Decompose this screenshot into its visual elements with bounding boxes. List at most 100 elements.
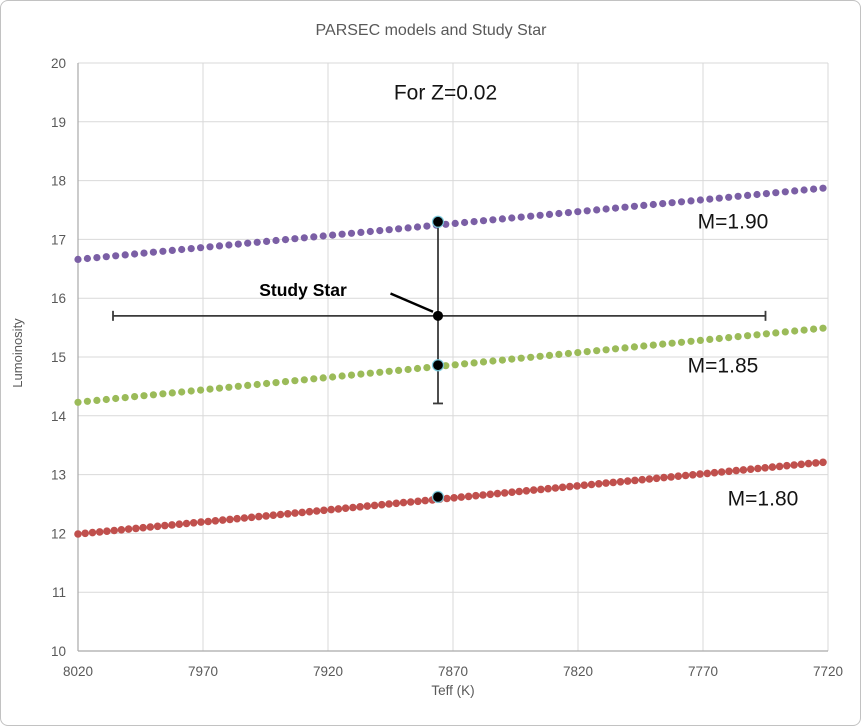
- series-dot: [659, 200, 667, 208]
- series-dot: [564, 349, 573, 358]
- y-tick-label-13: 13: [51, 468, 66, 483]
- y-tick-label-20: 20: [51, 56, 66, 71]
- series-dot: [206, 385, 214, 393]
- series-dot: [149, 391, 157, 399]
- series-dot: [168, 246, 176, 254]
- series-dot: [341, 504, 350, 512]
- series-dot: [262, 512, 270, 520]
- series-dot: [413, 364, 422, 373]
- series-dot: [244, 381, 252, 389]
- series-dot: [667, 473, 675, 481]
- series-dot: [810, 325, 818, 333]
- series-dot: [117, 526, 126, 534]
- y-tick-label-10: 10: [51, 644, 66, 659]
- series-dot: [659, 340, 667, 348]
- series-dot: [640, 342, 648, 350]
- series-dot: [450, 494, 458, 502]
- study-star-point: [433, 310, 443, 321]
- series-dot: [74, 398, 82, 406]
- series-dot: [791, 327, 799, 335]
- series-dot: [392, 499, 401, 508]
- series-dot: [574, 349, 582, 357]
- y-tick-label-19: 19: [51, 115, 66, 130]
- series-dot: [404, 365, 412, 374]
- series-dot: [395, 366, 403, 374]
- series-dot: [754, 464, 762, 473]
- series-dot: [498, 356, 506, 364]
- series-dot: [139, 523, 147, 532]
- series-dot: [247, 513, 256, 522]
- series-dot: [583, 207, 591, 215]
- series-dot: [74, 530, 82, 538]
- series-dot: [385, 367, 393, 375]
- series-dot: [263, 379, 271, 388]
- series-dot: [734, 192, 742, 200]
- series-label-m-1-85: M=1.85: [688, 355, 759, 378]
- series-dot: [334, 505, 343, 513]
- series-dot: [153, 522, 162, 531]
- series-dot: [370, 501, 379, 510]
- series-dot: [781, 328, 789, 336]
- series-dot: [744, 332, 752, 340]
- series-dot: [790, 461, 798, 469]
- series-dot: [500, 489, 509, 497]
- series-dot: [132, 524, 140, 533]
- series-dot: [515, 487, 523, 496]
- y-tick-label-15: 15: [51, 350, 66, 365]
- series-dot: [298, 508, 307, 517]
- series-dot: [281, 378, 290, 386]
- series-dot: [746, 465, 755, 474]
- series-m-1-85: [74, 324, 827, 406]
- series-dot: [443, 494, 451, 503]
- series-dot: [640, 201, 648, 209]
- series-dot: [706, 335, 714, 343]
- series-dot: [206, 243, 214, 251]
- series-dot: [414, 497, 422, 506]
- series-dot: [587, 480, 596, 489]
- series-dot: [178, 245, 186, 254]
- series-dot: [284, 510, 292, 518]
- series-dot: [508, 488, 516, 497]
- series-dot: [734, 333, 742, 341]
- series-dot: [527, 212, 535, 220]
- series-dot: [593, 206, 601, 214]
- series-dot: [660, 473, 668, 482]
- series-dot: [611, 204, 620, 212]
- series-dot: [489, 357, 497, 365]
- y-tick-label-11: 11: [52, 585, 66, 600]
- series-dot: [281, 236, 290, 244]
- x-tick-label-7870: 7870: [438, 664, 468, 679]
- series-dot: [810, 185, 818, 193]
- series-dot: [291, 235, 299, 243]
- series-dot: [253, 238, 261, 246]
- x-tick-label-7770: 7770: [688, 664, 718, 679]
- series-dot: [725, 467, 733, 476]
- series-dot: [630, 202, 639, 210]
- series-dot: [140, 392, 148, 400]
- series-dot: [74, 255, 82, 263]
- series-dot: [800, 326, 808, 334]
- series-dot: [529, 486, 538, 494]
- series-dot: [517, 354, 525, 362]
- series-dot: [319, 374, 327, 382]
- series-dot: [347, 371, 356, 379]
- series-dot: [772, 329, 780, 337]
- x-tick-label-7720: 7720: [813, 664, 843, 679]
- series-dot: [218, 516, 227, 524]
- series-dot: [819, 184, 827, 192]
- series-dot: [291, 377, 299, 385]
- series-dot: [310, 375, 318, 383]
- series-dot: [687, 197, 695, 205]
- annotation-for-z-0-02: For Z=0.02: [394, 82, 497, 105]
- series-dot: [102, 253, 110, 261]
- series-dot: [272, 236, 280, 245]
- series-dot: [630, 343, 639, 351]
- series-dot: [775, 462, 784, 471]
- series-dot: [703, 469, 712, 478]
- series-m-1-80: [74, 458, 827, 538]
- series-dot: [233, 514, 241, 523]
- series-dot: [189, 519, 198, 527]
- y-tick-label-16: 16: [51, 291, 66, 306]
- series-dot: [544, 484, 552, 493]
